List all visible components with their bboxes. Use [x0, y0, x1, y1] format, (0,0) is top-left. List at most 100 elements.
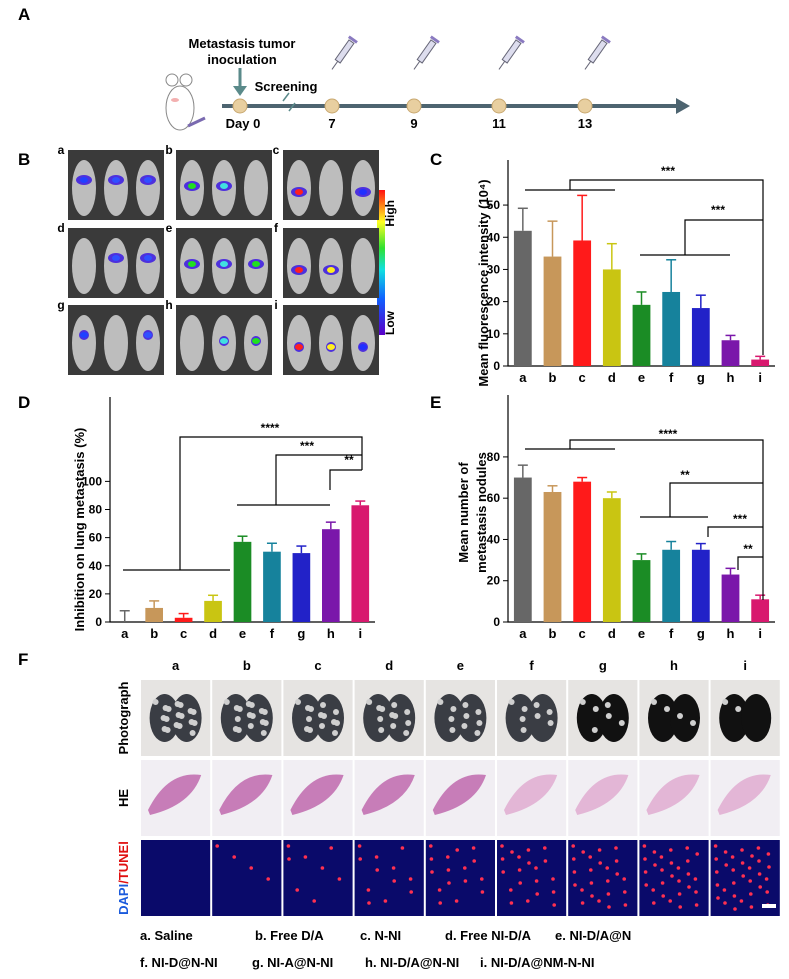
tunel-signal — [383, 899, 388, 903]
tunel-signal — [510, 850, 514, 854]
tunel-signal — [543, 846, 547, 850]
mouse-icon — [165, 73, 206, 131]
y-tick-label: 40 — [487, 532, 501, 546]
tunel-signal — [337, 877, 342, 881]
tunel-signal — [732, 894, 737, 898]
tunel-signal — [518, 881, 522, 885]
legend-entry: i. NI-D/A@NM-N-NI — [480, 955, 595, 970]
lung-left — [648, 694, 678, 742]
significance-label: *** — [711, 203, 725, 217]
column-label: e — [457, 658, 464, 673]
significance-label: ** — [680, 468, 690, 482]
y-axis-label: Mean fluorescence intensity (10⁴) — [476, 179, 491, 386]
y-tick-label: 10 — [487, 327, 501, 341]
mouse — [104, 160, 128, 216]
color-scale — [377, 190, 385, 335]
nodule — [389, 712, 396, 718]
bar — [602, 269, 621, 366]
tunel-signal — [669, 848, 673, 852]
nodule — [520, 727, 527, 733]
tunel-signal — [446, 855, 450, 859]
column-label: i — [743, 658, 747, 673]
column-label: b — [243, 658, 251, 673]
tunel-signal — [573, 883, 577, 887]
timeline-dot — [577, 98, 593, 114]
lung-right — [527, 694, 558, 742]
y-tick-label: 0 — [95, 615, 102, 629]
scale-bar — [762, 904, 776, 908]
lung-left — [576, 694, 607, 742]
tunel-signal — [750, 854, 754, 858]
group-label: f — [274, 221, 279, 235]
x-tick-label: d — [608, 370, 616, 385]
nodule — [188, 719, 195, 725]
tunel-signal — [366, 888, 371, 892]
lung-right — [741, 694, 772, 742]
nodule — [377, 716, 384, 722]
tunel-signal — [438, 901, 443, 905]
tunel-signal — [686, 859, 690, 863]
day-label: 7 — [328, 116, 335, 131]
inoculation-arrow-head — [233, 86, 247, 96]
syringe-icon — [413, 35, 440, 70]
row-label: HE — [116, 789, 131, 807]
signal-core — [295, 267, 303, 273]
tunel-signal — [694, 903, 699, 907]
tunel-signal — [739, 899, 744, 903]
y-axis-label: Inhibition on lung metastasis (%) — [72, 428, 87, 632]
nodule — [474, 730, 481, 736]
group-label: g — [57, 298, 64, 312]
nodule — [376, 705, 383, 711]
signal-core — [220, 261, 228, 267]
tunel-signal — [430, 870, 434, 874]
tunel-signal — [249, 866, 253, 870]
nodule — [404, 709, 411, 715]
nodule — [295, 699, 301, 705]
tunel-signal — [408, 877, 413, 881]
tunel-signal — [597, 848, 602, 852]
syringe-needle — [498, 60, 506, 70]
y-tick-label: 40 — [89, 559, 103, 573]
tunel-signal — [581, 850, 585, 854]
nodule — [722, 699, 729, 705]
scale-high: High — [383, 200, 397, 227]
bar — [351, 505, 370, 622]
lung-right — [242, 694, 273, 742]
nodule — [618, 720, 625, 726]
legend-entry: e. NI-D/A@N — [555, 928, 631, 943]
bar — [543, 491, 562, 622]
tunel-signal — [757, 872, 762, 876]
tunel-signal — [747, 866, 752, 870]
nodule — [450, 706, 457, 712]
tunel-signal — [572, 857, 576, 861]
y-tick-label: 20 — [487, 295, 501, 309]
nodule — [664, 706, 670, 712]
day-label: 13 — [578, 116, 592, 131]
legend-entry: h. NI-D/A@N-NI — [365, 955, 459, 970]
panel-label: E — [430, 393, 441, 412]
y-tick-label: 20 — [487, 574, 501, 588]
he-tissue — [290, 774, 344, 815]
syringe-icon — [331, 35, 358, 70]
bar — [691, 549, 710, 622]
tunel-signal — [765, 890, 769, 894]
tunel-signal — [312, 899, 317, 903]
bar — [174, 617, 193, 622]
y-tick-label: 40 — [487, 230, 501, 244]
tunel-signal — [677, 879, 681, 883]
syringe-needle — [584, 60, 592, 70]
tunel-signal — [480, 890, 485, 894]
tunel-signal — [572, 870, 577, 874]
significance-bracket — [640, 482, 763, 518]
bar — [721, 574, 740, 622]
tunel-signal — [643, 870, 648, 874]
nodule — [533, 702, 540, 708]
tunel-signal — [329, 846, 334, 850]
nodule — [579, 699, 586, 705]
column-label: c — [314, 658, 321, 673]
tunel-signal — [500, 844, 504, 848]
timeline-dot — [324, 98, 340, 114]
tunel-signal — [509, 888, 513, 892]
nodule — [405, 720, 412, 726]
mouse — [351, 238, 375, 294]
